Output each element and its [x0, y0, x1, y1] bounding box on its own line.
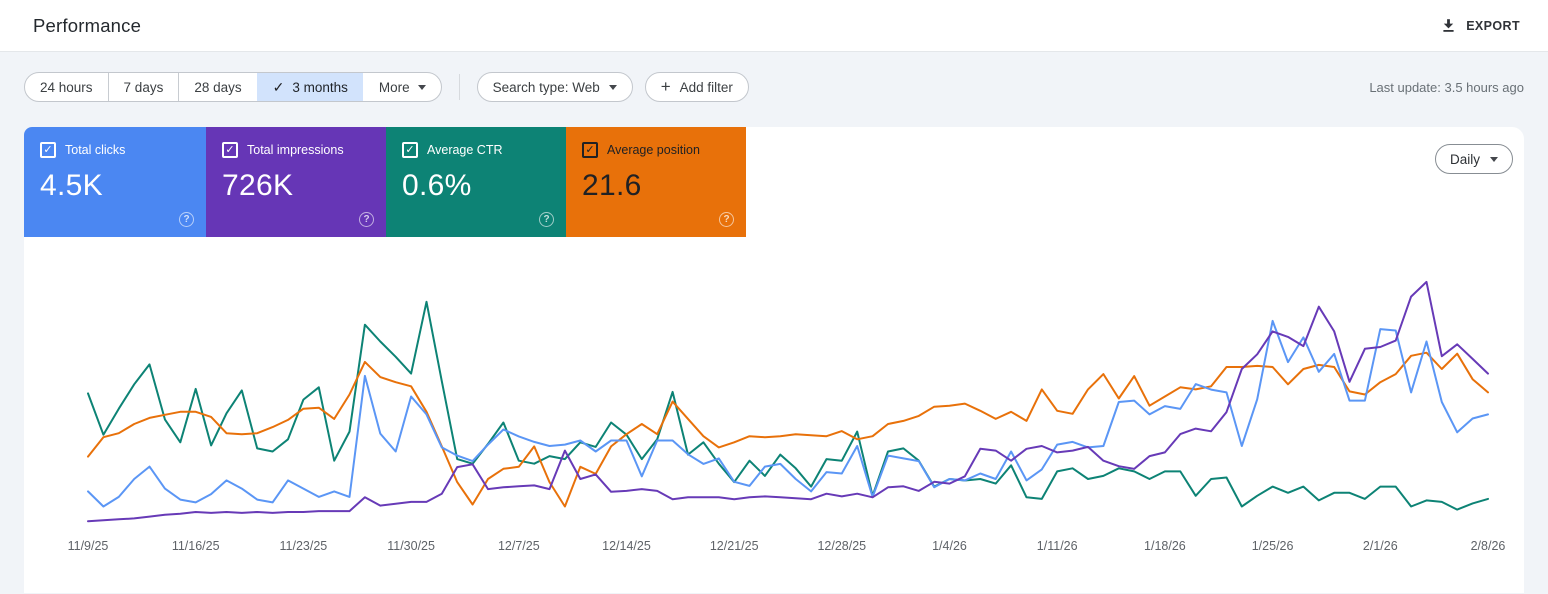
x-axis-label: 12/14/25: [602, 539, 651, 553]
chevron-down-icon: [417, 84, 426, 90]
x-axis-label: 12/28/25: [817, 539, 866, 553]
metric-card-value: 21.6: [582, 169, 642, 202]
page-title: Performance: [33, 14, 142, 36]
range-chip-label: 24 hours: [40, 79, 93, 95]
metric-card-average-position[interactable]: ✓ Average position 21.6?: [566, 127, 746, 237]
add-filter-label: Add filter: [679, 79, 733, 95]
date-range-chip-group: 24 hours 7 days 28 days ✓ 3 months More: [24, 72, 442, 102]
metric-card-total-clicks[interactable]: ✓ Total clicks 4.5K?: [24, 127, 206, 237]
x-axis-label: 11/30/25: [387, 539, 435, 553]
plus-icon: +: [660, 77, 671, 96]
check-icon: ✓: [272, 78, 285, 95]
metric-card-total-impressions[interactable]: ✓ Total impressions 726K?: [206, 127, 386, 237]
filter-toolbar: 24 hours 7 days 28 days ✓ 3 months More Searc…: [24, 72, 1524, 102]
x-axis-label: 12/7/25: [498, 539, 540, 553]
metric-card-header: ✓ Total impressions: [222, 142, 370, 158]
metric-card-label: Total clicks: [65, 143, 126, 157]
download-icon: [1441, 18, 1456, 33]
average-position-checkbox[interactable]: ✓: [582, 142, 598, 158]
range-chip-7-days[interactable]: 7 days: [107, 73, 179, 101]
metric-cards-row: ✓ Total clicks 4.5K? ✓ Total impressions 726K…: [24, 127, 1524, 237]
metric-card-header: ✓ Average CTR: [402, 142, 550, 158]
metric-card-label: Total impressions: [247, 143, 344, 157]
range-chip-28-days[interactable]: 28 days: [178, 73, 256, 101]
last-update-text: Last update: 3.5 hours ago: [1369, 79, 1524, 95]
series-line-total-impressions: [87, 280, 1489, 523]
help-icon[interactable]: ?: [359, 212, 374, 227]
help-icon[interactable]: ?: [179, 212, 194, 227]
x-axis-label: 1/4/26: [932, 539, 967, 553]
help-icon[interactable]: ?: [539, 212, 554, 227]
x-axis-label: 11/9/25: [68, 539, 109, 553]
range-chip-label: 3 months: [292, 79, 348, 95]
x-axis-label: 2/1/26: [1363, 539, 1398, 553]
performance-chart[interactable]: 11/9/25 11/16/25 11/23/25 11/30/25 12/7/25 12…: [24, 247, 1524, 557]
range-chip-label: 7 days: [123, 79, 164, 95]
total-impressions-checkbox[interactable]: ✓: [222, 142, 238, 158]
granularity-dropdown[interactable]: Daily: [1434, 144, 1513, 174]
metric-card-value: 0.6%: [402, 169, 472, 202]
x-axis-label: 11/23/25: [280, 539, 328, 553]
metric-card-header: ✓ Total clicks: [40, 142, 190, 158]
metric-card-label: Average position: [607, 143, 700, 157]
series-line-total-clicks: [87, 319, 1489, 508]
metric-card-label: Average CTR: [427, 143, 503, 157]
x-axis-label: 1/25/26: [1252, 539, 1294, 553]
export-button[interactable]: EXPORT: [1441, 18, 1520, 33]
x-axis-label: 11/16/25: [172, 539, 220, 553]
series-line-average-ctr: [87, 300, 1489, 511]
add-filter-button[interactable]: + Add filter: [644, 72, 749, 102]
granularity-label: Daily: [1449, 151, 1480, 167]
x-axis-label: 1/18/26: [1144, 539, 1186, 553]
chevron-down-icon: [1490, 156, 1498, 162]
metric-card-value: 726K: [222, 169, 294, 202]
search-type-dropdown[interactable]: Search type: Web: [476, 72, 633, 102]
more-ranges-dropdown[interactable]: More: [363, 73, 441, 101]
metric-card-value: 4.5K: [40, 169, 103, 202]
range-chip-3-months[interactable]: ✓ 3 months: [256, 73, 363, 101]
export-label: EXPORT: [1466, 18, 1520, 33]
metric-card-average-ctr[interactable]: ✓ Average CTR 0.6%?: [386, 127, 566, 237]
help-icon[interactable]: ?: [719, 212, 734, 227]
metric-card-header: ✓ Average position: [582, 142, 730, 158]
range-chip-label: 28 days: [194, 79, 242, 95]
series-line-average-position: [87, 351, 1489, 508]
x-axis-label: 2/8/26: [1471, 539, 1506, 553]
average-ctr-checkbox[interactable]: ✓: [402, 142, 418, 158]
page-header: Performance EXPORT: [0, 0, 1548, 52]
range-chip-24-hours[interactable]: 24 hours: [25, 73, 108, 101]
x-axis-label: 12/21/25: [710, 539, 759, 553]
toolbar-divider: [458, 74, 460, 100]
range-chip-label: More: [378, 79, 410, 95]
x-axis-label: 1/11/26: [1037, 539, 1078, 553]
total-clicks-checkbox[interactable]: ✓: [40, 142, 56, 158]
performance-panel: ✓ Total clicks 4.5K? ✓ Total impressions 726K…: [24, 127, 1524, 593]
chevron-down-icon: [608, 84, 617, 90]
search-type-label: Search type: Web: [492, 79, 600, 95]
chart-area: 11/9/25 11/16/25 11/23/25 11/30/25 12/7/25 12…: [24, 247, 1524, 557]
